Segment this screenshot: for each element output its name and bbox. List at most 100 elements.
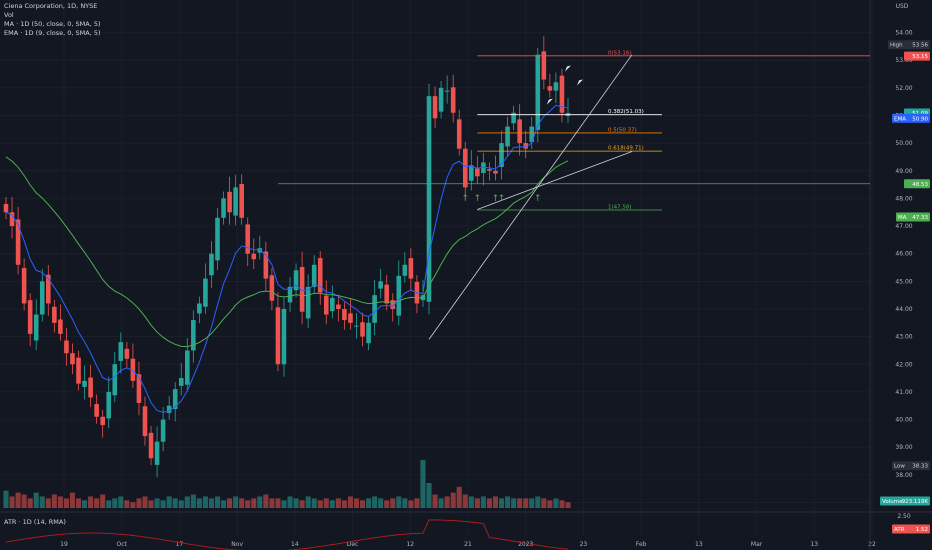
x-tick-label: 17 — [176, 541, 184, 548]
y-tick-label: 52.00 — [895, 85, 912, 92]
fib-level-label: 0.382(51.03) — [608, 109, 644, 115]
candle-body — [227, 191, 232, 213]
volume-bar — [281, 500, 287, 508]
candle-body — [166, 405, 172, 413]
volume-bar — [414, 498, 420, 508]
price-badge — [880, 496, 930, 506]
candle-body — [172, 389, 178, 410]
volume-bar — [535, 496, 541, 508]
candle-body — [245, 224, 251, 254]
ma-legend[interactable]: MA · 1D (50, close, 0, SMA, 5) — [4, 20, 101, 28]
volume-bar — [372, 496, 378, 508]
volume-bar — [486, 498, 492, 508]
price-badge — [892, 461, 930, 471]
candle-body — [354, 325, 359, 327]
candle-body — [366, 322, 371, 344]
volume-bar — [178, 500, 184, 508]
x-tick-label: Dec — [347, 541, 359, 548]
fib-level-label: 1(47.58) — [608, 205, 632, 211]
candle-body — [390, 300, 396, 309]
buy-signal-arrow: ↑ — [498, 194, 506, 204]
candle-body — [438, 87, 444, 112]
candle-body — [15, 219, 21, 265]
candle-body — [372, 295, 377, 323]
candle-body — [9, 212, 15, 227]
candle-body — [317, 258, 323, 293]
candle-body — [475, 168, 480, 177]
y-tick-label: 48.00 — [895, 195, 912, 202]
volume-bar — [69, 492, 76, 508]
volume-bar — [94, 498, 100, 508]
candle-body — [257, 248, 263, 253]
price-badge — [896, 212, 930, 222]
candle-body — [305, 286, 311, 319]
candle-body — [112, 364, 118, 396]
volume-bar — [517, 498, 523, 508]
candle-body — [541, 51, 547, 80]
ema-legend[interactable]: EMA · 1D (9, close, 0, SMA, 5) — [4, 29, 101, 37]
volume-bar — [214, 496, 221, 508]
candle-body — [330, 297, 335, 312]
candle-body — [432, 96, 438, 119]
x-tick-label: 12 — [406, 541, 414, 548]
y-tick-label: 38.00 — [895, 472, 912, 479]
volume-bar — [142, 496, 148, 508]
volume-legend[interactable]: Vol — [4, 11, 14, 19]
volume-bar — [27, 498, 33, 508]
atr-legend[interactable]: ATR · 1D (14, RMA) — [4, 518, 66, 526]
volume-bar — [136, 498, 142, 508]
price-badge — [904, 179, 930, 189]
candle-body — [100, 416, 105, 426]
candle-body — [76, 357, 81, 384]
volume-bar — [21, 494, 27, 508]
price-badge-value: 38.33 — [912, 464, 928, 470]
candle-body — [529, 126, 535, 143]
y-tick-label: 47.00 — [895, 223, 912, 230]
candle-body — [523, 143, 528, 149]
volume-bar — [541, 498, 547, 508]
x-tick-label: 2023 — [518, 541, 533, 548]
fib-level-label: 0(53.16) — [608, 50, 632, 56]
volume-bar — [317, 500, 323, 508]
volume-bar — [269, 498, 275, 508]
volume-bar — [172, 498, 178, 508]
x-tick-label: Mar — [751, 541, 763, 548]
candle-body — [39, 281, 45, 315]
candle-body — [396, 275, 402, 316]
volume-bar — [45, 498, 51, 508]
candle-body — [197, 303, 202, 314]
price-badge-label: EMA — [894, 116, 906, 122]
y-tick-label: 43.00 — [895, 334, 912, 341]
fib-level-label: 0.618(49.71) — [608, 146, 644, 152]
buy-signal-arrow: ↑ — [474, 194, 482, 204]
volume-bar — [341, 500, 347, 508]
candle-body — [191, 320, 196, 351]
symbol-title[interactable]: Ciena Corporation, 1D, NYSE — [4, 2, 98, 10]
trendline — [428, 54, 633, 340]
atr-tick-label: 2.50 — [897, 513, 911, 520]
candle-body — [203, 278, 208, 307]
volume-bar — [124, 500, 130, 508]
candle-body — [263, 251, 269, 279]
candle-body — [52, 306, 57, 323]
y-tick-label: 54.00 — [895, 30, 912, 37]
candle-body — [88, 377, 93, 398]
x-tick-label: Oct — [117, 541, 128, 548]
candle-body — [481, 162, 486, 173]
price-badge-value: 923.119K — [902, 499, 929, 505]
price-badge-label: High — [890, 43, 903, 49]
candle-body — [311, 264, 317, 287]
volume-bar — [311, 498, 317, 508]
candle-body — [58, 319, 63, 334]
candle-body — [360, 322, 365, 337]
x-tick-label: 23 — [580, 541, 588, 548]
candle-body — [384, 284, 390, 304]
trendline — [477, 151, 633, 210]
candle-body — [469, 165, 474, 181]
volume-bar — [106, 500, 112, 508]
candle-body — [124, 348, 130, 359]
x-tick-label: 14 — [291, 541, 299, 548]
volume-bar — [39, 496, 45, 508]
candle-body — [462, 148, 468, 188]
